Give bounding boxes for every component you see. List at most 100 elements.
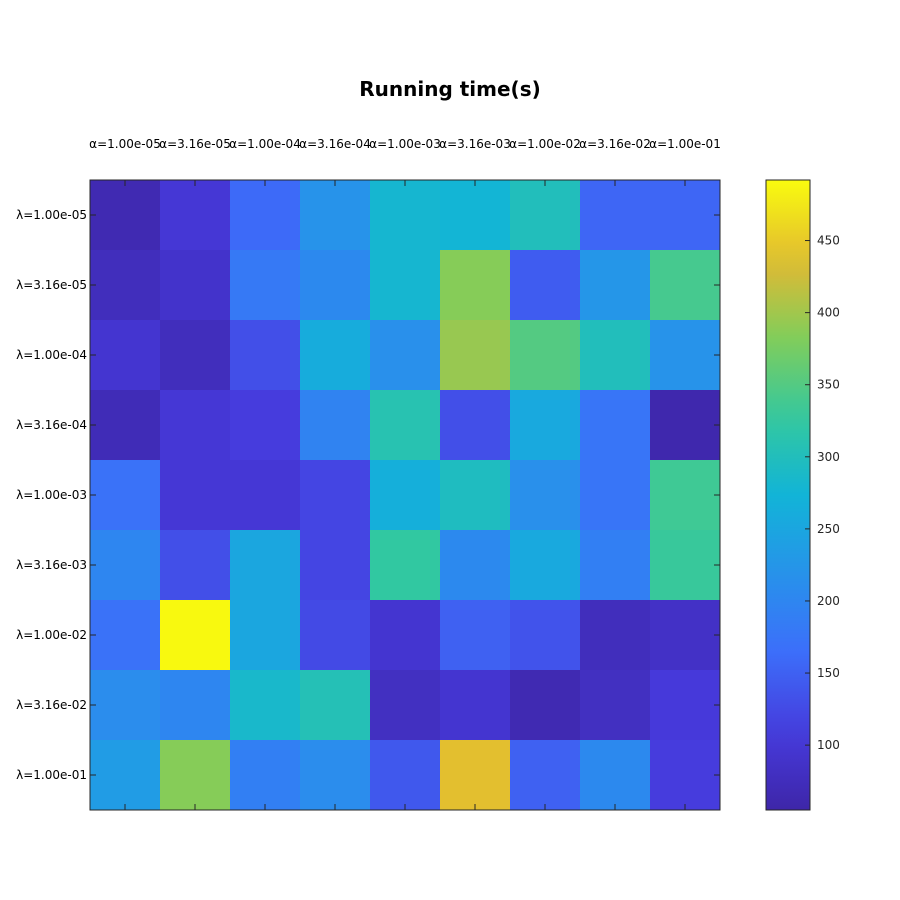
heatmap-cell	[440, 390, 511, 461]
x-tick-label: α=1.00e-04	[229, 137, 301, 151]
heatmap-cell	[300, 320, 371, 391]
heatmap-cell	[230, 600, 301, 671]
colorbar-ticks: 100 150 200 250 300 350 400 450	[805, 234, 840, 752]
y-tick-label: λ=1.00e-03	[16, 488, 87, 502]
heatmap-cell	[650, 320, 721, 391]
y-tick-labels: λ=1.00e-05 λ=3.16e-05 λ=1.00e-04 λ=3.16e-04…	[16, 208, 87, 782]
heatmap-cell	[90, 530, 161, 601]
heatmap-cell	[580, 250, 651, 321]
heatmap-cells	[90, 180, 721, 811]
colorbar-tick-label: 150	[817, 666, 840, 680]
x-tick-label: α=3.16e-02	[579, 137, 651, 151]
colorbar	[765, 179, 811, 811]
heatmap-cell	[580, 670, 651, 741]
heatmap-cell	[440, 250, 511, 321]
y-tick-label: λ=1.00e-01	[16, 768, 87, 782]
heatmap-cell	[580, 180, 651, 251]
heatmap-cell	[650, 460, 721, 531]
heatmap-cell	[370, 180, 441, 251]
heatmap-cell	[510, 320, 581, 391]
heatmap-cell	[300, 670, 371, 741]
heatmap-cell	[440, 670, 511, 741]
heatmap-cell	[370, 320, 441, 391]
heatmap-cell	[510, 180, 581, 251]
heatmap-cell	[160, 460, 231, 531]
heatmap-cell	[160, 320, 231, 391]
colorbar-tick-label: 350	[817, 378, 840, 392]
heatmap-cell	[90, 390, 161, 461]
x-tick-label: α=1.00e-01	[649, 137, 721, 151]
heatmap-cell	[370, 530, 441, 601]
heatmap-cell	[160, 180, 231, 251]
heatmap-cell	[650, 180, 721, 251]
colorbar-tick-label: 250	[817, 522, 840, 536]
chart-title: Running time(s)	[359, 77, 541, 101]
heatmap-cell	[510, 460, 581, 531]
heatmap-cell	[370, 600, 441, 671]
heatmap-cell	[440, 600, 511, 671]
heatmap-cell	[300, 600, 371, 671]
x-tick-label: α=1.00e-02	[509, 137, 581, 151]
heatmap-cell	[300, 180, 371, 251]
heatmap-cell	[160, 740, 231, 811]
heatmap-cell	[230, 320, 301, 391]
heatmap-cell	[510, 530, 581, 601]
x-tick-label: α=3.16e-04	[299, 137, 371, 151]
heatmap-cell	[580, 460, 651, 531]
heatmap-cell	[440, 530, 511, 601]
heatmap-cell	[650, 740, 721, 811]
heatmap-cell	[230, 250, 301, 321]
heatmap-cell	[440, 320, 511, 391]
x-tick-labels: α=1.00e-05α=3.16e-05α=1.00e-04α=3.16e-04…	[89, 137, 721, 151]
heatmap-cell	[650, 670, 721, 741]
heatmap-cell	[230, 390, 301, 461]
heatmap-cell	[580, 530, 651, 601]
heatmap-cell	[160, 250, 231, 321]
colorbar-tick-label: 300	[817, 450, 840, 464]
y-tick-label: λ=1.00e-02	[16, 628, 87, 642]
y-tick-label: λ=1.00e-05	[16, 208, 87, 222]
heatmap-cell	[160, 390, 231, 461]
colorbar-tick-label: 200	[817, 594, 840, 608]
axis-ticks	[90, 180, 720, 810]
heatmap-cell	[440, 740, 511, 811]
heatmap-cell	[300, 250, 371, 321]
heatmap-cell	[510, 740, 581, 811]
heatmap-cell	[90, 250, 161, 321]
y-tick-label: λ=3.16e-05	[16, 278, 87, 292]
heatmap-cell	[300, 530, 371, 601]
heatmap-cell	[160, 530, 231, 601]
heatmap-cell	[300, 740, 371, 811]
heatmap-cell	[300, 390, 371, 461]
heatmap-cell	[160, 600, 231, 671]
heatmap-cell	[370, 740, 441, 811]
heatmap-cell	[650, 250, 721, 321]
heatmap-cell	[230, 460, 301, 531]
heatmap-cell	[90, 670, 161, 741]
x-tick-label: α=1.00e-03	[369, 137, 441, 151]
heatmap-cell	[160, 670, 231, 741]
heatmap-cell	[230, 530, 301, 601]
y-tick-label: λ=1.00e-04	[16, 348, 87, 362]
heatmap-cell	[90, 180, 161, 251]
heatmap-cell	[580, 320, 651, 391]
heatmap-cell	[440, 460, 511, 531]
y-tick-label: λ=3.16e-04	[16, 418, 87, 432]
heatmap-cell	[90, 600, 161, 671]
heatmap-cell	[510, 250, 581, 321]
x-tick-label: α=3.16e-05	[159, 137, 231, 151]
heatmap-cell	[580, 600, 651, 671]
heatmap-cell	[90, 740, 161, 811]
y-tick-label: λ=3.16e-03	[16, 558, 87, 572]
colorbar-tick-label: 100	[817, 738, 840, 752]
heatmap-cell	[90, 460, 161, 531]
x-tick-label: α=3.16e-03	[439, 137, 511, 151]
colorbar-tick-label: 400	[817, 306, 840, 320]
heatmap-cell	[230, 180, 301, 251]
x-tick-label: α=1.00e-05	[89, 137, 161, 151]
heatmap-cell	[650, 530, 721, 601]
heatmap-cell	[90, 320, 161, 391]
heatmap-cell	[510, 670, 581, 741]
heatmap-cell	[650, 600, 721, 671]
